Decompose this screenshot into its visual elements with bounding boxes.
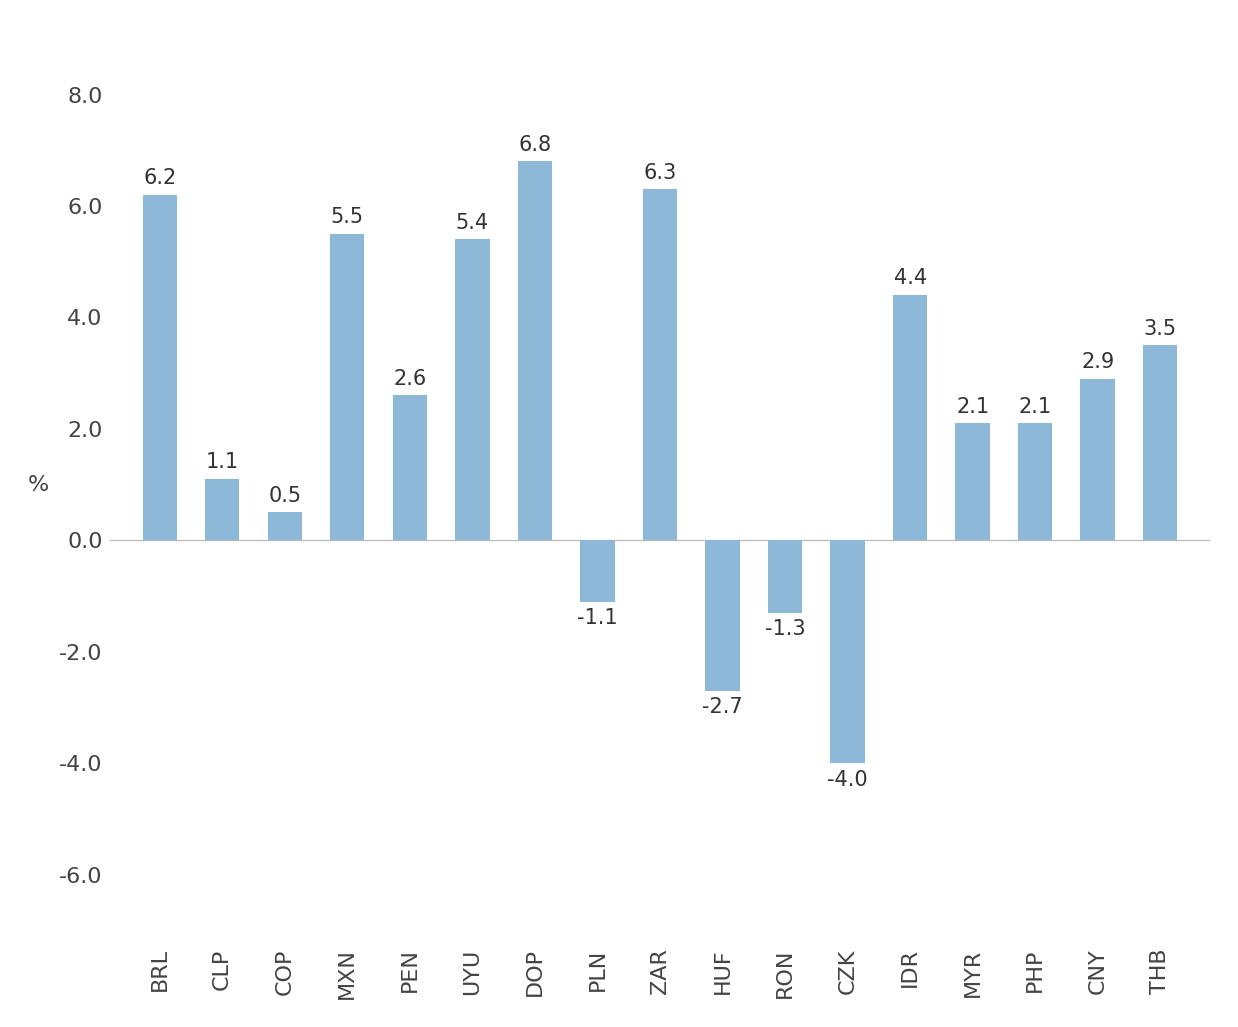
Text: 5.4: 5.4 (456, 213, 489, 233)
Text: 6.8: 6.8 (519, 135, 551, 155)
Bar (392, 395, 427, 540)
Bar (643, 189, 677, 540)
Text: 6.2: 6.2 (144, 168, 176, 188)
Text: 2.1: 2.1 (1019, 396, 1052, 417)
Bar (581, 540, 614, 602)
Bar (206, 479, 239, 540)
Bar (142, 195, 177, 540)
Text: 2.9: 2.9 (1081, 352, 1114, 372)
Bar (517, 161, 552, 540)
Bar (768, 540, 802, 613)
Text: -2.7: -2.7 (702, 697, 743, 718)
Bar (267, 512, 302, 540)
Text: 0.5: 0.5 (269, 486, 301, 505)
Bar (831, 540, 864, 763)
Bar (1081, 379, 1115, 540)
Text: 6.3: 6.3 (644, 162, 677, 183)
Bar (331, 234, 364, 540)
Text: 5.5: 5.5 (331, 207, 364, 227)
Text: 2.1: 2.1 (956, 396, 989, 417)
Bar (1018, 423, 1052, 540)
Bar (1143, 345, 1177, 540)
Bar (706, 540, 739, 691)
Text: 1.1: 1.1 (206, 452, 239, 472)
Text: 3.5: 3.5 (1144, 318, 1177, 339)
Text: 2.6: 2.6 (394, 369, 426, 389)
Bar (956, 423, 990, 540)
Bar (893, 295, 927, 540)
Text: -4.0: -4.0 (827, 770, 868, 790)
Bar (456, 239, 489, 540)
Text: -1.1: -1.1 (577, 608, 618, 629)
Text: 4.4: 4.4 (894, 268, 926, 289)
Y-axis label: %: % (27, 474, 50, 495)
Text: -1.3: -1.3 (765, 619, 806, 640)
